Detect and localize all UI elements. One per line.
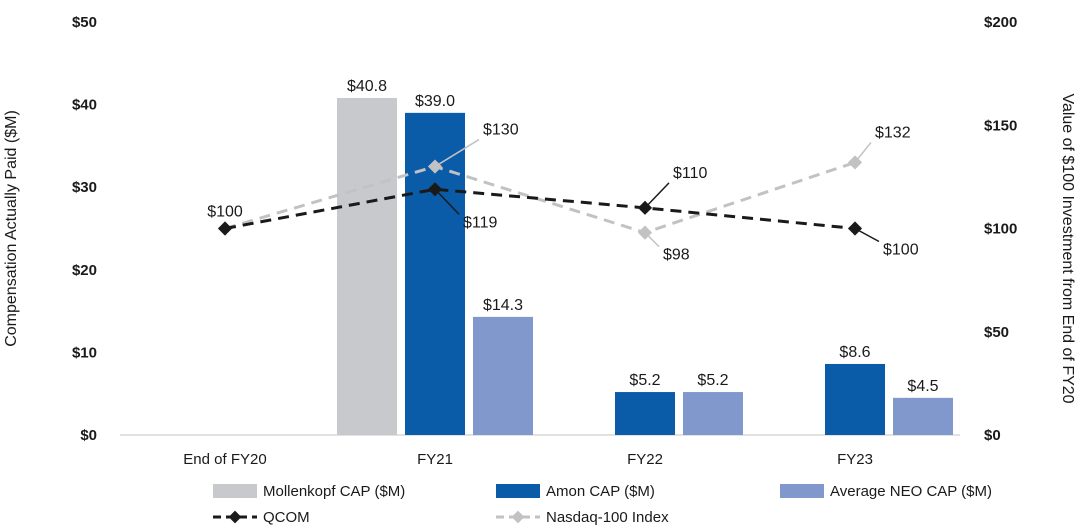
data-labels-layer: $40.8 $39.0 $5.2 $8.6 $14.3 $5.2 $4.5 $100 $119 $… bbox=[207, 78, 938, 395]
bar-data-label: $5.2 bbox=[629, 372, 660, 389]
line-point-marker bbox=[217, 221, 233, 236]
legend-marker bbox=[511, 510, 525, 524]
line-data-label: $100 bbox=[207, 204, 243, 221]
line-label-leader bbox=[644, 182, 670, 209]
axes-layer: $0 $10 $20 $30 $40 $50 $0 $50 $100 $150 $200 End of… bbox=[3, 14, 1076, 468]
left-axis-tick-label: $30 bbox=[72, 179, 97, 196]
legend-label: Average NEO CAP ($M) bbox=[830, 483, 992, 500]
legend-label: Mollenkopf CAP ($M) bbox=[263, 483, 405, 500]
lines-layer bbox=[217, 155, 863, 240]
x-axis-category-label: End of FY20 bbox=[183, 451, 266, 468]
line-series bbox=[224, 160, 856, 235]
left-axis-tick-label: $50 bbox=[72, 14, 97, 31]
right-axis-tick-label: $150 bbox=[984, 117, 1017, 134]
line-label-leader bbox=[434, 188, 460, 215]
legend-label: Amon CAP ($M) bbox=[546, 483, 655, 500]
line-label-leader bbox=[644, 232, 660, 248]
bar bbox=[615, 392, 675, 435]
right-axis-tick-label: $50 bbox=[984, 324, 1009, 341]
legend-marker bbox=[228, 510, 242, 524]
bar bbox=[825, 363, 885, 435]
left-axis-tick-label: $40 bbox=[72, 97, 97, 114]
line-data-label: $100 bbox=[883, 242, 919, 259]
bar-data-label: $39.0 bbox=[415, 93, 455, 110]
legend-label: Nasdaq-100 Index bbox=[546, 509, 669, 526]
bar-data-label: $40.8 bbox=[347, 78, 387, 95]
line-data-label: $110 bbox=[673, 165, 708, 182]
legend: Mollenkopf CAP ($M) Amon CAP ($M) Average … bbox=[213, 483, 992, 526]
bar-data-label: $14.3 bbox=[483, 297, 523, 314]
line-data-label: $98 bbox=[663, 247, 690, 264]
legend-swatch bbox=[780, 484, 824, 498]
line-data-label: $130 bbox=[483, 122, 519, 139]
line-data-label: $119 bbox=[463, 214, 498, 231]
left-axis-title: Compensation Actually Paid ($M) bbox=[3, 110, 20, 347]
bar bbox=[473, 316, 533, 435]
line-label-leader bbox=[854, 141, 872, 163]
legend-label: QCOM bbox=[263, 509, 310, 526]
line-data-label: $132 bbox=[875, 124, 911, 141]
x-axis-category-label: FY22 bbox=[627, 451, 663, 468]
left-axis-tick-label: $20 bbox=[72, 262, 97, 279]
left-axis-tick-label: $10 bbox=[72, 344, 97, 361]
x-axis-category-label: FY23 bbox=[837, 451, 873, 468]
left-axis-tick-label: $0 bbox=[80, 427, 97, 444]
bar bbox=[893, 397, 953, 435]
legend-swatch bbox=[213, 484, 257, 498]
line-label-leader bbox=[854, 227, 880, 243]
bar bbox=[683, 392, 743, 435]
right-axis-tick-label: $0 bbox=[984, 427, 1001, 444]
bar-data-label: $5.2 bbox=[697, 372, 728, 389]
right-axis-tick-label: $100 bbox=[984, 221, 1017, 238]
x-axis-category-label: FY21 bbox=[417, 451, 453, 468]
right-axis-title: Value of $100 Investment from End of FY2… bbox=[1059, 93, 1076, 403]
bar-data-label: $4.5 bbox=[907, 378, 938, 395]
bar-data-label: $8.6 bbox=[839, 344, 870, 361]
line-label-leader bbox=[434, 138, 480, 168]
legend-swatch bbox=[496, 484, 540, 498]
right-axis-tick-label: $200 bbox=[984, 14, 1017, 31]
bar bbox=[337, 97, 397, 435]
line-series bbox=[224, 187, 856, 230]
